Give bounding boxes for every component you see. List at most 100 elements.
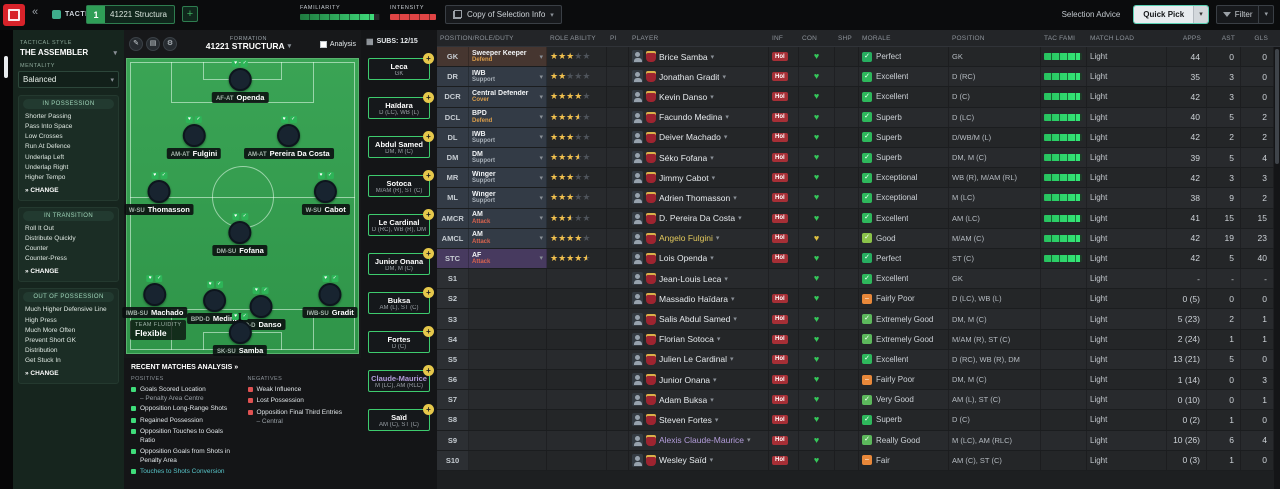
squad-row[interactable]: S5 Julien Le Cardinal ▾ Hol ♥ ✓ Excellent D (RC… bbox=[437, 349, 1280, 370]
column-header[interactable]: SHP bbox=[838, 34, 852, 42]
player-dropdown[interactable]: Angelo Fulgini ▾ bbox=[629, 228, 769, 248]
player-token[interactable] bbox=[277, 124, 301, 148]
player-token[interactable] bbox=[228, 321, 252, 345]
squad-row[interactable]: S1 Jean-Louis Leca ▾ ♥ ✓ Excellent GK Light - - - bbox=[437, 269, 1280, 290]
player-token[interactable] bbox=[143, 283, 167, 307]
player-token[interactable] bbox=[228, 68, 252, 92]
tactic-pitch[interactable]: ♥ ✓ AF-AT Openda ♥ ✓ AM-AT Fulgini ♥ ✓ AM-AT Pereir… bbox=[121, 58, 359, 357]
player-token[interactable] bbox=[147, 180, 171, 204]
selection-advice-button[interactable]: Selection Advice bbox=[1061, 10, 1121, 19]
add-sub-icon[interactable]: + bbox=[423, 92, 434, 103]
column-header[interactable]: CON bbox=[802, 34, 818, 42]
player-dropdown[interactable]: Florian Sotoca ▾ bbox=[629, 329, 769, 349]
add-sub-icon[interactable]: + bbox=[423, 287, 434, 298]
quick-pick-button[interactable]: Quick Pick ▾ bbox=[1134, 6, 1208, 23]
squad-row[interactable]: DL IWB Support ▾ ★ ★ ★ ★ ★ Deiver Machado ▾ Hol ♥ ✓ Su… bbox=[437, 127, 1280, 148]
player-dropdown[interactable]: Jonathan Gradit ▾ bbox=[629, 67, 769, 87]
squad-row[interactable]: S3 Salis Abdul Samed ▾ Hol ♥ ✓ Extremely Good D… bbox=[437, 309, 1280, 330]
pitch-player[interactable]: ♥ ✓ SK-SU Samba bbox=[213, 313, 268, 357]
sub-card[interactable]: + Claude-Maurice M (LC), AM (RLC) bbox=[368, 365, 434, 392]
table-scrollbar[interactable] bbox=[1274, 47, 1280, 489]
column-header[interactable]: INF bbox=[772, 34, 784, 42]
column-header[interactable]: GLS bbox=[1254, 34, 1268, 42]
pitch-player[interactable]: ♥ ✓ BPD-D Medina bbox=[186, 281, 243, 325]
role-duty-dropdown[interactable]: AF Attack ▾ bbox=[469, 248, 547, 269]
player-dropdown[interactable]: Julien Le Cardinal ▾ bbox=[629, 349, 769, 369]
add-sub-icon[interactable]: + bbox=[423, 131, 434, 142]
role-duty-dropdown[interactable]: Central Defender Cover ▾ bbox=[469, 87, 547, 107]
role-duty-dropdown[interactable]: IWB Support ▾ bbox=[469, 67, 547, 87]
chevron-down-icon[interactable]: ▾ bbox=[1258, 6, 1273, 23]
squad-row[interactable]: S8 Steven Fortes ▾ Hol ♥ ✓ Superb D (C) Light 0 (… bbox=[437, 410, 1280, 431]
sub-card[interactable]: + Sotoca M/AM (R), ST (C) bbox=[368, 170, 434, 197]
analysis-title[interactable]: RECENT MATCHES ANALYSIS » bbox=[131, 364, 239, 371]
column-header[interactable]: MATCH LOAD bbox=[1090, 34, 1135, 42]
add-sub-icon[interactable]: + bbox=[423, 404, 434, 415]
player-token[interactable] bbox=[314, 180, 338, 204]
player-dropdown[interactable]: Junior Onana ▾ bbox=[629, 370, 769, 390]
analysis-toggle[interactable]: Analysis bbox=[319, 40, 356, 48]
scroll-thumb[interactable] bbox=[4, 56, 8, 78]
player-dropdown[interactable]: D. Pereira Da Costa ▾ bbox=[629, 208, 769, 228]
filter-button[interactable]: Filter ▾ bbox=[1215, 5, 1274, 24]
add-sub-icon[interactable]: + bbox=[423, 248, 434, 259]
pitch-player[interactable]: ♥ ✓ AM-AT Fulgini bbox=[166, 116, 222, 160]
column-header[interactable]: PLAYER bbox=[632, 34, 659, 42]
pitch-player[interactable]: ♥ ✓ IWB-SU Gradit bbox=[302, 275, 358, 319]
player-token[interactable] bbox=[228, 221, 252, 245]
edit-formation-icon[interactable]: ✎ bbox=[129, 37, 143, 51]
scroll-thumb[interactable] bbox=[1275, 49, 1279, 164]
player-dropdown[interactable]: Kevin Danso ▾ bbox=[629, 87, 769, 107]
change-button[interactable]: » CHANGE bbox=[25, 268, 59, 276]
tactics-nav-label[interactable]: TACTICS bbox=[52, 10, 98, 19]
player-dropdown[interactable]: Alexis Claude-Maurice ▾ bbox=[629, 430, 769, 450]
squad-row[interactable]: S2 Massadio Haïdara ▾ Hol ♥ – Fairly Poor D (LC… bbox=[437, 289, 1280, 310]
sub-card[interactable]: + Fortes D (C) bbox=[368, 326, 434, 353]
player-dropdown[interactable]: Massadio Haïdara ▾ bbox=[629, 289, 769, 309]
collapse-sidebar-button[interactable]: « bbox=[32, 6, 39, 18]
squad-row[interactable]: DR IWB Support ▾ ★ ★ ★ ★ ★ Jonathan Gradit ▾ Hol ♥ ✓ E… bbox=[437, 67, 1280, 88]
column-header[interactable]: MORALE bbox=[862, 34, 891, 42]
player-dropdown[interactable]: Steven Fortes ▾ bbox=[629, 410, 769, 430]
pitch-player[interactable]: ♥ ✓ AM-AT Pereira Da Costa bbox=[243, 116, 334, 160]
change-button[interactable]: » CHANGE bbox=[25, 186, 59, 194]
add-sub-icon[interactable]: + bbox=[423, 170, 434, 181]
mentality-dropdown[interactable]: Balanced ▾ bbox=[18, 71, 119, 88]
player-token[interactable] bbox=[203, 289, 227, 313]
player-dropdown[interactable]: Jean-Louis Leca ▾ bbox=[629, 269, 769, 289]
squad-row[interactable]: DCR Central Defender Cover ▾ ★ ★ ★ ★ ★ Kevin Dans… bbox=[437, 87, 1280, 108]
player-dropdown[interactable]: Salis Abdul Samed ▾ bbox=[629, 309, 769, 329]
player-dropdown[interactable]: Facundo Medina ▾ bbox=[629, 107, 769, 127]
player-token[interactable] bbox=[318, 283, 342, 307]
role-duty-dropdown[interactable]: IWB Support ▾ bbox=[469, 127, 547, 147]
squad-row[interactable]: S9 Alexis Claude-Maurice ▾ Hol ♥ ✓ Really Good… bbox=[437, 430, 1280, 451]
add-tactic-button[interactable]: + bbox=[182, 6, 198, 22]
add-sub-icon[interactable]: + bbox=[423, 53, 434, 64]
pitch-player[interactable]: ♥ ✓ DM-SU Fofana bbox=[212, 213, 268, 257]
squad-row[interactable]: S10 Wesley Saïd ▾ Hol ♥ – Fair AM (C), ST (C) Li… bbox=[437, 450, 1280, 471]
role-duty-dropdown[interactable]: AM Attack ▾ bbox=[469, 208, 547, 228]
sub-card[interactable]: + Abdul Samed DM, M (C) bbox=[368, 131, 434, 158]
role-duty-dropdown[interactable]: Sweeper Keeper Defend ▾ bbox=[469, 47, 547, 67]
add-sub-icon[interactable]: + bbox=[423, 209, 434, 220]
squad-row[interactable]: MR Winger Support ▾ ★ ★ ★ ★ ★ Jimmy Cabot ▾ Hol ♥ ✓ Ex… bbox=[437, 168, 1280, 189]
squad-row[interactable]: GK Sweeper Keeper Defend ▾ ★ ★ ★ ★ ★ Brice Samba ▾… bbox=[437, 47, 1280, 68]
chevron-down-icon[interactable]: ▾ bbox=[1193, 6, 1208, 23]
player-dropdown[interactable]: Adam Buksa ▾ bbox=[629, 390, 769, 410]
player-token[interactable] bbox=[249, 294, 273, 318]
pitch-options-icon[interactable]: ⚙ bbox=[163, 37, 177, 51]
player-dropdown[interactable]: Adrien Thomasson ▾ bbox=[629, 188, 769, 208]
pitch-player[interactable]: ♥ ✓ IWB-SU Machado bbox=[121, 275, 188, 319]
player-token[interactable] bbox=[182, 124, 206, 148]
role-duty-dropdown[interactable]: Winger Support ▾ bbox=[469, 188, 547, 208]
sub-card[interactable]: + Haïdara D (LC), WB (L) bbox=[368, 92, 434, 119]
column-header[interactable]: PI bbox=[610, 34, 617, 42]
player-dropdown[interactable]: Brice Samba ▾ bbox=[629, 47, 769, 67]
stats-view-icon[interactable]: ▤ bbox=[146, 37, 160, 51]
player-dropdown[interactable]: Séko Fofana ▾ bbox=[629, 147, 769, 168]
role-duty-dropdown[interactable]: DM Support ▾ bbox=[469, 147, 547, 168]
add-sub-icon[interactable]: + bbox=[423, 326, 434, 337]
